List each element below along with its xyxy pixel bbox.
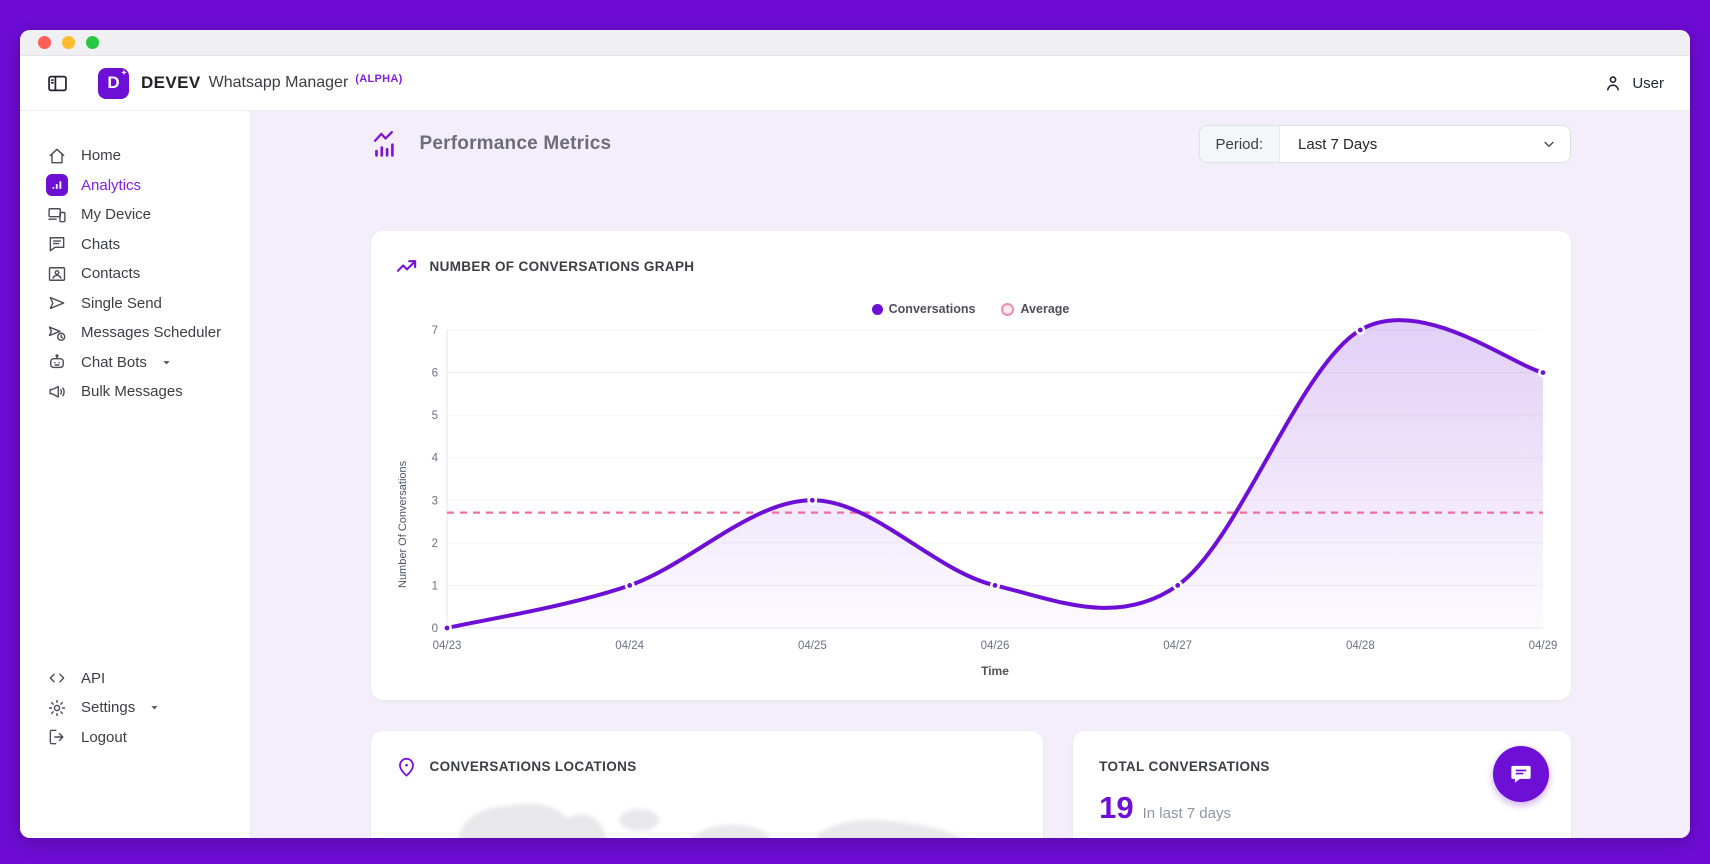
location-pin-icon bbox=[395, 755, 418, 778]
svg-text:04/23: 04/23 bbox=[432, 640, 461, 652]
page-header: Performance Metrics Period: Last 7 Days bbox=[371, 121, 1571, 167]
trend-up-icon bbox=[395, 255, 418, 278]
svg-text:1: 1 bbox=[431, 580, 437, 592]
analytics-icon bbox=[46, 174, 68, 197]
home-icon bbox=[46, 145, 68, 167]
main-area: Performance Metrics Period: Last 7 Days bbox=[251, 111, 1690, 838]
chat-bots-icon bbox=[46, 351, 68, 373]
logout-icon bbox=[46, 726, 68, 748]
conversations-chart[interactable]: 0 1 2 3 4 5 6 7 04/23 04/24 04/25 04/26 04/27 04/28 04… bbox=[411, 318, 1561, 682]
svg-text:2: 2 bbox=[431, 538, 437, 550]
user-label: User bbox=[1632, 74, 1664, 92]
sidebar-item-messages-scheduler[interactable]: Messages Scheduler bbox=[20, 318, 250, 348]
total-conversations-card: TOTAL CONVERSATIONS bbox=[1073, 731, 1571, 838]
sidebar-toggle-icon[interactable] bbox=[46, 70, 72, 96]
chevron-down-icon bbox=[1541, 136, 1557, 152]
svg-text:0: 0 bbox=[431, 623, 437, 635]
sidebar-item-analytics[interactable]: Analytics bbox=[20, 171, 250, 201]
svg-text:04/24: 04/24 bbox=[615, 640, 644, 652]
svg-text:6: 6 bbox=[431, 368, 437, 380]
legend-conversations[interactable]: Conversations bbox=[871, 302, 976, 316]
sidebar-item-logout[interactable]: Logout bbox=[20, 723, 250, 753]
svg-text:04/29: 04/29 bbox=[1528, 640, 1557, 652]
app-name: Whatsapp Manager bbox=[208, 74, 349, 91]
app-window: D ✦ DEVEV Whatsapp Manager (ALPHA) User H… bbox=[20, 30, 1690, 838]
total-card-title: TOTAL CONVERSATIONS bbox=[1099, 759, 1270, 774]
conversations-graph-card: NUMBER OF CONVERSATIONS GRAPH Conversati… bbox=[370, 231, 1571, 700]
sidebar-item-contacts[interactable]: Contacts bbox=[20, 259, 250, 289]
legend-label-conversations: Conversations bbox=[888, 302, 976, 316]
chevron-down-icon bbox=[149, 702, 160, 713]
titlebar bbox=[20, 30, 1690, 56]
chats-icon bbox=[46, 233, 68, 255]
page-title: Performance Metrics bbox=[419, 133, 612, 154]
my-device-icon bbox=[46, 204, 68, 226]
sidebar-nav: Home Analytics My Device Chats Contacts bbox=[20, 141, 250, 407]
y-axis-label: Number Of Conversations bbox=[396, 460, 409, 588]
total-conversations-caption: In last 7 days bbox=[1142, 805, 1231, 822]
chat-bubble-icon bbox=[1508, 761, 1534, 787]
sidebar-item-chats[interactable]: Chats bbox=[20, 230, 250, 260]
legend-label-average: Average bbox=[1020, 302, 1070, 316]
maximize-window-button[interactable] bbox=[86, 36, 99, 49]
period-label: Period: bbox=[1199, 126, 1281, 162]
brand-name: DEVEV bbox=[141, 73, 201, 92]
minimize-window-button[interactable] bbox=[62, 36, 75, 49]
chart-legend: Conversations Average bbox=[395, 302, 1547, 316]
period-value: Last 7 Days bbox=[1298, 135, 1378, 153]
sidebar-item-settings[interactable]: Settings bbox=[20, 693, 250, 723]
api-icon bbox=[46, 667, 68, 689]
svg-text:7: 7 bbox=[431, 325, 437, 337]
sidebar-item-my-device[interactable]: My Device bbox=[20, 200, 250, 230]
user-menu[interactable]: User bbox=[1603, 73, 1664, 93]
conversations-chat-button[interactable] bbox=[1492, 746, 1549, 802]
svg-text:3: 3 bbox=[431, 495, 437, 507]
svg-text:Time: Time bbox=[981, 664, 1009, 678]
svg-text:04/26: 04/26 bbox=[980, 640, 1009, 652]
legend-dot-conversations bbox=[871, 303, 883, 315]
sidebar-item-chat-bots[interactable]: Chat Bots bbox=[20, 348, 250, 378]
world-map bbox=[395, 790, 1020, 838]
alpha-badge: (ALPHA) bbox=[355, 72, 403, 85]
chart-card-title: NUMBER OF CONVERSATIONS GRAPH bbox=[429, 259, 695, 274]
period-select[interactable]: Period: Last 7 Days bbox=[1198, 125, 1571, 163]
sidebar-footer-nav: API Settings Logout bbox=[20, 664, 250, 753]
user-icon bbox=[1603, 73, 1623, 93]
contacts-icon bbox=[46, 263, 68, 285]
legend-average[interactable]: Average bbox=[1001, 302, 1069, 316]
settings-gear-icon bbox=[46, 697, 68, 719]
conversations-locations-card: CONVERSATIONS LOCATIONS bbox=[370, 731, 1044, 838]
app-header: D ✦ DEVEV Whatsapp Manager (ALPHA) User bbox=[20, 56, 1690, 111]
sidebar-item-home[interactable]: Home bbox=[20, 141, 250, 171]
single-send-icon bbox=[46, 292, 68, 314]
devev-logo: D ✦ bbox=[98, 67, 129, 99]
close-window-button[interactable] bbox=[38, 36, 51, 49]
legend-dot-average bbox=[1001, 302, 1015, 316]
brand: D ✦ DEVEV Whatsapp Manager (ALPHA) bbox=[98, 67, 403, 99]
sidebar: Home Analytics My Device Chats Contacts bbox=[20, 111, 251, 838]
bulk-messages-icon bbox=[46, 381, 68, 403]
total-conversations-value: 19 bbox=[1099, 790, 1134, 825]
sidebar-item-bulk-messages[interactable]: Bulk Messages bbox=[20, 377, 250, 407]
sidebar-item-api[interactable]: API bbox=[20, 664, 250, 694]
svg-text:04/27: 04/27 bbox=[1163, 640, 1192, 652]
svg-text:4: 4 bbox=[431, 453, 438, 465]
svg-text:04/25: 04/25 bbox=[797, 640, 826, 652]
messages-scheduler-icon bbox=[46, 322, 68, 344]
svg-text:5: 5 bbox=[431, 410, 437, 422]
chevron-down-icon bbox=[161, 357, 172, 368]
locations-card-title: CONVERSATIONS LOCATIONS bbox=[429, 759, 637, 774]
performance-metrics-icon bbox=[371, 128, 403, 160]
window-body: Home Analytics My Device Chats Contacts bbox=[20, 111, 1690, 838]
sidebar-item-single-send[interactable]: Single Send bbox=[20, 289, 250, 319]
svg-text:04/28: 04/28 bbox=[1345, 640, 1374, 652]
